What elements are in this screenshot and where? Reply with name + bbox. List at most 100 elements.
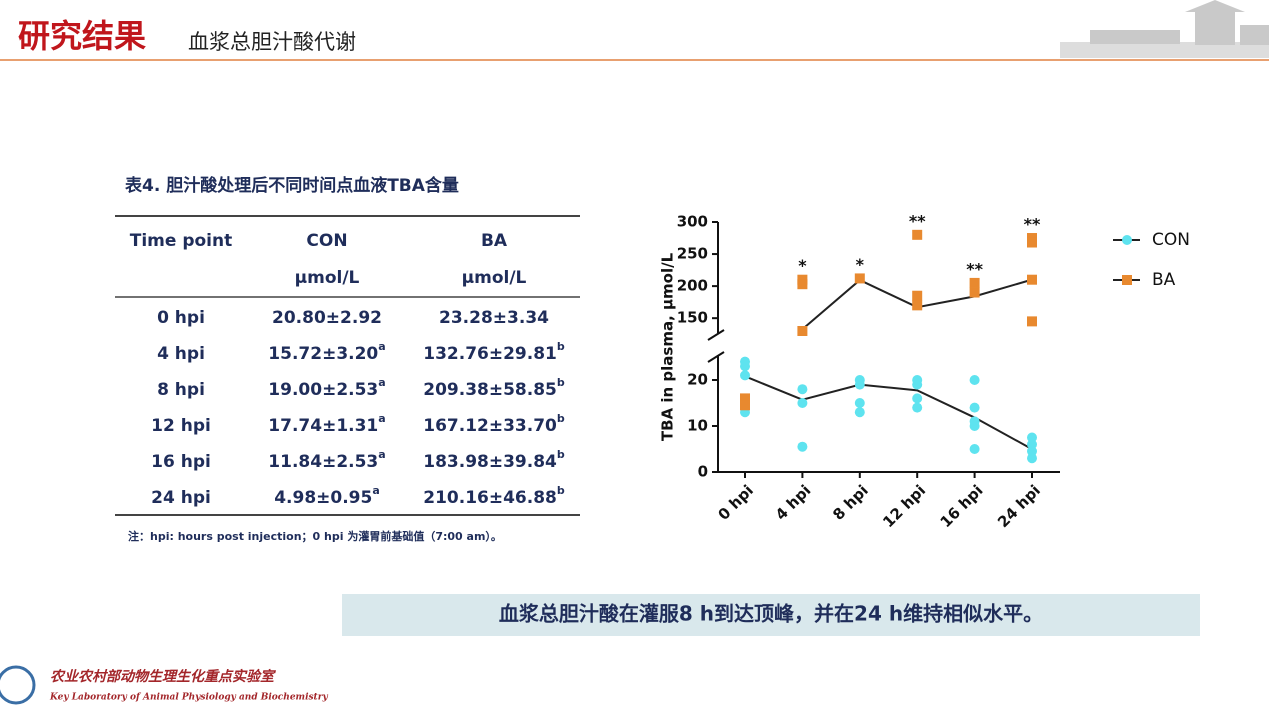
significance-mark: * (798, 256, 807, 275)
y2-tick-label: 150 (677, 309, 708, 327)
y2-tick-label: 250 (677, 245, 708, 263)
cell-superscript: a (378, 412, 385, 425)
data-point (740, 400, 750, 411)
table-cell: 8 hpi (157, 380, 205, 400)
data-point (854, 407, 865, 418)
cell-superscript: b (557, 484, 565, 497)
data-point (797, 441, 808, 452)
significance-mark: ** (1024, 215, 1041, 234)
table-cell: 20.80±2.92 (272, 308, 382, 328)
data-point (797, 384, 808, 395)
cell-text: 4 hpi (157, 344, 205, 364)
table-cell: 19.00±2.53a (268, 376, 385, 400)
cell-text: 19.00±2.53 (268, 380, 378, 400)
cell-text: 17.74±1.31 (268, 416, 378, 436)
table-cell: 16 hpi (151, 452, 211, 472)
y-tick-label: 10 (687, 417, 708, 435)
data-point (797, 326, 808, 336)
data-point (912, 402, 923, 413)
lab-name: 农业农村部动物生理生化重点实验室 (50, 668, 277, 685)
data-point (797, 279, 808, 290)
slide-title: 研究结果 (18, 17, 146, 55)
y2-tick-label: 200 (677, 277, 708, 295)
cell-text: 8 hpi (157, 380, 205, 400)
cell-superscript: a (378, 340, 385, 353)
data-point (1027, 446, 1037, 457)
data-point (969, 277, 980, 288)
table-cell: 15.72±3.20a (268, 340, 385, 364)
axis-break (707, 351, 725, 363)
y-tick-label: 20 (687, 371, 708, 389)
data-point (740, 370, 750, 381)
data-point (1027, 432, 1037, 443)
mean-line (744, 375, 1033, 450)
column-unit: μmol/L (295, 268, 360, 288)
x-tick-label: 16 hpi (937, 481, 987, 531)
data-point (912, 379, 923, 390)
cell-text: 0 hpi (157, 308, 205, 328)
x-tick-label: 4 hpi (772, 481, 815, 524)
cell-text: 11.84±2.53 (268, 452, 378, 472)
cell-superscript: b (557, 448, 565, 461)
data-point (1027, 453, 1037, 464)
building-image (1060, 0, 1269, 58)
legend-label: BA (1152, 270, 1176, 290)
cell-superscript: a (378, 376, 385, 389)
x-tick-label: 24 hpi (994, 481, 1044, 531)
table-note: 注：hpi: hours post injection；0 hpi 为灌胃前基础… (128, 529, 502, 543)
data-point (797, 398, 808, 408)
data-point (854, 379, 865, 390)
cell-text: 24 hpi (151, 488, 211, 508)
lab-name-en: Key Laboratory of Animal Physiology and … (49, 693, 328, 703)
data-point (1027, 274, 1037, 285)
column-header: BA (481, 231, 508, 251)
table-cell: 167.12±33.70b (423, 412, 565, 436)
cell-text: 167.12±33.70 (423, 416, 557, 436)
cell-superscript: b (557, 376, 565, 389)
column-header: CON (306, 231, 347, 251)
cell-text: 20.80±2.92 (272, 308, 382, 328)
data-point (1027, 237, 1037, 248)
significance-mark: ** (909, 211, 926, 230)
table-cell: 4.98±0.95a (274, 484, 380, 508)
data-point (912, 229, 923, 240)
conclusion: 血浆总胆汁酸在灌服8 h到达顶峰，并在24 h维持相似水平。 (499, 602, 1043, 626)
table-cell: 209.38±58.85b (423, 376, 565, 400)
legend-marker (1122, 275, 1132, 285)
slide-subtitle: 血浆总胆汁酸代谢 (188, 30, 356, 54)
data-point (969, 287, 980, 298)
x-tick-label: 8 hpi (829, 481, 872, 524)
conclusion-box (342, 594, 1200, 636)
table-cell: 23.28±3.34 (439, 308, 549, 328)
data-point (969, 421, 980, 431)
data-point (969, 375, 980, 385)
cell-superscript: a (372, 484, 379, 497)
cell-superscript: b (557, 340, 565, 353)
lab-logo (0, 665, 36, 705)
data-point (912, 290, 923, 301)
data-point (740, 361, 750, 372)
x-tick-label: 12 hpi (879, 481, 929, 531)
data-point (912, 393, 923, 404)
data-point (854, 398, 865, 408)
table-cell: 0 hpi (157, 308, 205, 328)
table-caption: 表4. 胆汁酸处理后不同时间点血液TBA含量 (125, 175, 459, 196)
y-axis-label: TBA in plasma, μmol/L (659, 252, 677, 441)
data-point (1027, 316, 1037, 327)
y-tick-label: 0 (698, 463, 708, 481)
legend-label: CON (1152, 230, 1190, 250)
table-cell: 24 hpi (151, 488, 211, 508)
cell-text: 23.28±3.34 (439, 308, 549, 328)
significance-mark: ** (966, 259, 983, 278)
cell-text: 16 hpi (151, 452, 211, 472)
cell-text: 15.72±3.20 (268, 344, 378, 364)
cell-text: 183.98±39.84 (423, 452, 557, 472)
cell-superscript: b (557, 412, 565, 425)
cell-text: 4.98±0.95 (274, 488, 372, 508)
axis-break (707, 329, 725, 341)
cell-text: 12 hpi (151, 416, 211, 436)
data-point (969, 402, 980, 413)
table-cell: 4 hpi (157, 344, 205, 364)
table-cell: 183.98±39.84b (423, 448, 565, 472)
